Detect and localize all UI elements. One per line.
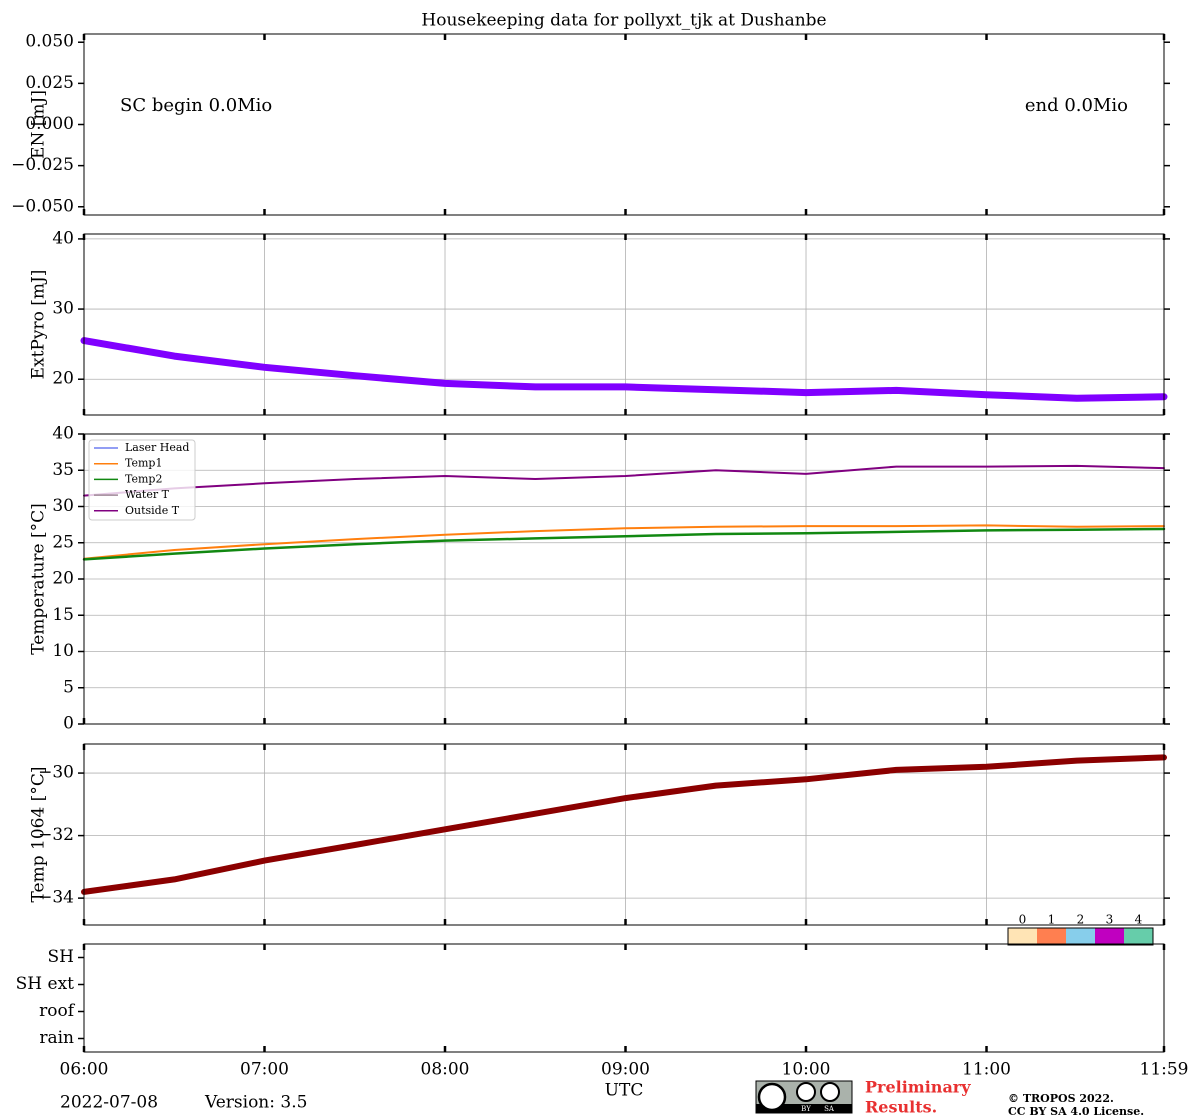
colorbar-cell <box>1095 928 1124 945</box>
legend-label: Outside T <box>125 504 180 517</box>
colorbar-frame <box>1007 927 1154 946</box>
y-tick-label: 0.025 <box>25 73 74 93</box>
plot-frame <box>83 943 1165 1053</box>
plot-frame <box>83 233 1165 416</box>
y-tick-label: roof <box>39 1001 76 1021</box>
colorbar-tick-label: 0 <box>1019 913 1027 927</box>
y-tick-label: 40 <box>52 424 74 444</box>
legend: Laser Head Temp1 Temp2 Water T Outside T <box>88 439 196 521</box>
y-tick-label: −0.050 <box>11 196 74 216</box>
colorbar-cell <box>1008 928 1037 945</box>
y-tick-label: 20 <box>52 369 74 389</box>
y-tick-label: 30 <box>52 496 74 516</box>
badge-strip <box>756 1104 852 1113</box>
x-axis-label: UTC <box>605 1081 644 1101</box>
panel: −0.050 −0.025 0.000 0.025 0.050 EN [mJ] SC beg… <box>11 32 1170 216</box>
annotation: SC begin 0.0Mio <box>120 95 272 116</box>
y-tick-label: 25 <box>52 532 74 552</box>
colorbar-cell <box>1037 928 1066 945</box>
y-axis-label: Temperature [°C] <box>29 503 49 655</box>
series-line <box>81 754 1167 895</box>
preliminary-note: Preliminary <box>865 1078 971 1097</box>
plot-frame <box>83 433 1165 725</box>
series-line <box>80 337 1168 402</box>
copyright: CC BY SA 4.0 License. <box>1008 1105 1144 1118</box>
colorbar-cell <box>1066 928 1095 945</box>
badge-by <box>796 1082 816 1102</box>
series-line <box>82 527 1166 561</box>
badge-text: SA <box>824 1105 835 1113</box>
y-tick-label: SH <box>48 947 74 967</box>
panel: 06:00 07:00 08:00 09:00 10:00 11:00 11:59 SH SH … <box>16 913 1189 1080</box>
y-tick-label: 0.050 <box>25 32 74 52</box>
y-axis-label: Temp 1064 [°C] <box>29 767 49 903</box>
y-tick-label: −30 <box>38 763 74 783</box>
legend-label: Laser Head <box>125 441 189 454</box>
plot-frame <box>83 743 1165 926</box>
y-tick-label: 15 <box>52 605 74 625</box>
y-tick-label: 0 <box>63 714 74 734</box>
y-tick-label: 20 <box>52 569 74 589</box>
colorbar-tick-label: 1 <box>1048 913 1056 927</box>
copyright: © TROPOS 2022. <box>1008 1092 1114 1105</box>
colorbar-cell <box>1124 928 1153 945</box>
colorbar-tick-label: 2 <box>1077 913 1085 927</box>
y-tick-label: 40 <box>52 228 74 248</box>
x-tick-label: 11:00 <box>962 1060 1011 1080</box>
panel: 20 30 40 ExtPyro [mJ] <box>29 228 1170 416</box>
badge-sa <box>820 1082 840 1102</box>
x-tick-label: 07:00 <box>240 1060 289 1080</box>
y-tick-label: 35 <box>52 460 74 480</box>
y-axis-label: EN [mJ] <box>29 90 49 159</box>
legend-label: Temp2 <box>125 472 162 485</box>
date-label: 2022-07-08 <box>60 1093 158 1113</box>
version-label: Version: 3.5 <box>204 1093 307 1113</box>
y-tick-label: 0.000 <box>25 114 74 134</box>
series-line <box>83 524 1165 560</box>
preliminary-note: Results. <box>865 1098 937 1117</box>
x-tick-label: 08:00 <box>421 1060 470 1080</box>
badge-cc <box>757 1082 787 1112</box>
x-tick-label: 10:00 <box>782 1060 831 1080</box>
series-line <box>83 464 1165 497</box>
y-tick-label: 30 <box>52 299 74 319</box>
x-tick-label: 09:00 <box>601 1060 650 1080</box>
y-tick-label: −34 <box>38 888 74 908</box>
badge-text: BY <box>801 1105 811 1113</box>
x-tick-label: 06:00 <box>60 1060 109 1080</box>
y-axis-label: ExtPyro [mJ] <box>29 270 49 380</box>
y-tick-label: −32 <box>38 825 74 845</box>
colorbar-tick-label: 3 <box>1106 913 1114 927</box>
y-tick-label: 10 <box>52 641 74 661</box>
y-tick-label: −0.025 <box>11 155 74 175</box>
y-tick-label: SH ext <box>16 974 75 994</box>
legend-label: Water T <box>125 488 170 501</box>
plot-frame <box>83 33 1165 216</box>
y-tick-label: rain <box>39 1028 74 1048</box>
x-tick-label: 11:59 <box>1140 1060 1189 1080</box>
colorbar-tick-label: 4 <box>1135 913 1143 927</box>
annotation: end 0.0Mio <box>1025 95 1128 116</box>
chart-title: Housekeeping data for pollyxt_tjk at Dus… <box>421 11 826 31</box>
y-tick-label: 5 <box>63 677 74 697</box>
cc-badge: BY SA <box>755 1080 853 1114</box>
panel: 0 5 10 15 20 25 30 35 40 Temperature [°C] Laser He… <box>29 424 1170 734</box>
legend-label: Temp1 <box>125 457 162 470</box>
legend-box <box>88 439 196 521</box>
